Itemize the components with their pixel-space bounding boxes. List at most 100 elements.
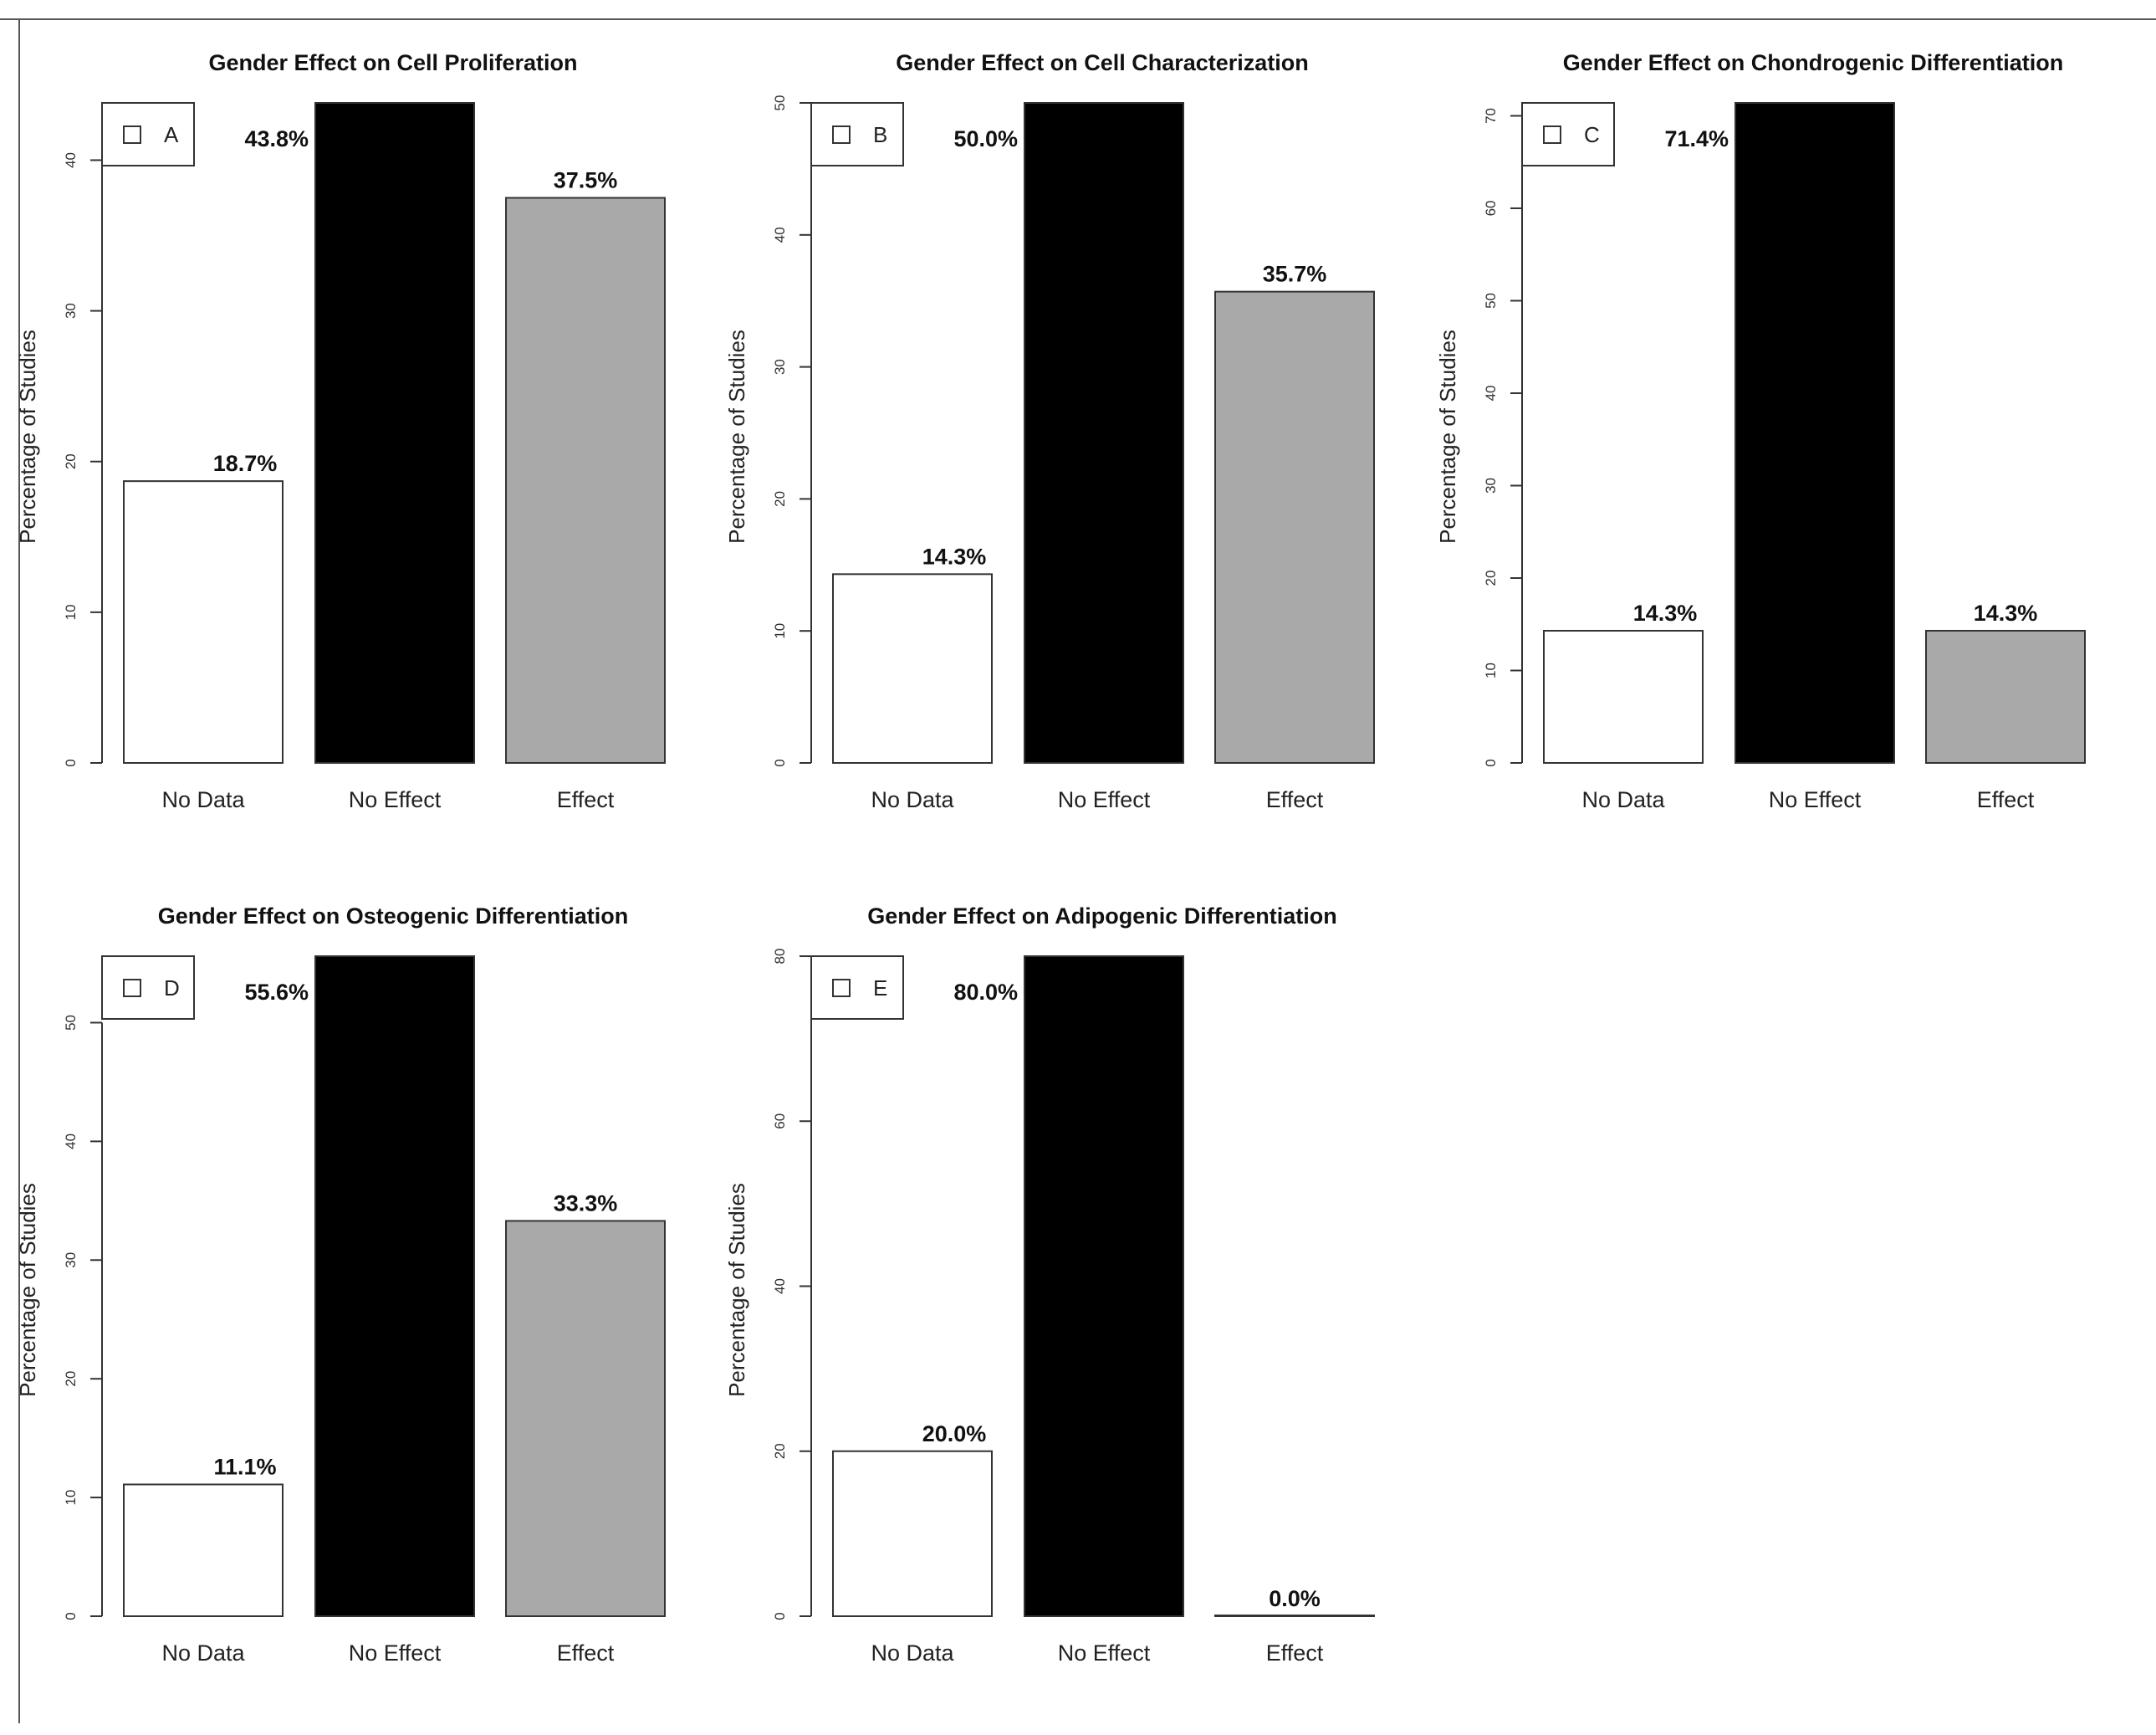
legend-label-a: A <box>164 122 179 147</box>
chart-title-e: Gender Effect on Adipogenic Differentiat… <box>867 903 1337 929</box>
legend-box-b <box>810 102 904 166</box>
x-tick-label-e-0: No Data <box>871 1640 954 1666</box>
y-tick-label-a: 30 <box>63 303 79 319</box>
legend-box-d <box>101 955 195 1020</box>
y-tick-label-b: 40 <box>772 227 788 243</box>
legend-swatch-a <box>123 125 141 144</box>
data-label-b-2: 35.7% <box>1263 262 1327 287</box>
y-tick-label-c: 0 <box>1483 759 1499 766</box>
chart-title-b: Gender Effect on Cell Characterization <box>896 50 1309 75</box>
y-tick-label-d: 20 <box>63 1371 79 1387</box>
y-tick-label-a: 20 <box>63 453 79 469</box>
legend-swatch-e <box>832 979 851 997</box>
y-tick-label-a: 40 <box>63 152 79 168</box>
x-tick-label-e-2: Effect <box>1266 1640 1324 1666</box>
y-tick-label-c: 20 <box>1483 571 1499 586</box>
bar-c-effect <box>1925 629 2086 765</box>
x-tick-label-c-1: No Effect <box>1769 787 1862 812</box>
x-tick-label-e-1: No Effect <box>1058 1640 1151 1666</box>
y-tick-label-b: 0 <box>772 759 788 766</box>
y-tick-label-b: 30 <box>772 359 788 375</box>
data-label-d-1: 55.6% <box>244 980 309 1005</box>
bar-d-no-data <box>123 1483 284 1617</box>
x-tick-label-a-1: No Effect <box>349 787 442 812</box>
legend-label-e: E <box>873 975 887 1001</box>
y-axis-label-e: Percentage of Studies <box>724 1183 749 1397</box>
legend-box-e <box>810 955 904 1020</box>
legend-swatch-c <box>1543 125 1561 144</box>
data-label-c-0: 14.3% <box>1633 601 1698 626</box>
chart-title-c: Gender Effect on Chondrogenic Differenti… <box>1563 50 2064 75</box>
legend-label-d: D <box>164 975 180 1001</box>
x-tick-label-c-0: No Data <box>1581 787 1665 812</box>
y-tick-label-c: 40 <box>1483 386 1499 402</box>
y-tick-label-a: 10 <box>63 604 79 620</box>
y-axis-label-c: Percentage of Studies <box>1435 330 1460 544</box>
x-tick-label-b-2: Effect <box>1266 787 1324 812</box>
bar-c-no-data <box>1543 629 1704 765</box>
data-label-c-1: 71.4% <box>1664 126 1729 151</box>
bar-a-no-data <box>123 480 284 765</box>
y-tick-label-c: 30 <box>1483 478 1499 494</box>
data-label-d-2: 33.3% <box>554 1190 618 1216</box>
y-tick-label-d: 30 <box>63 1252 79 1268</box>
bar-b-no-effect <box>1024 102 1184 764</box>
y-tick-label-a: 0 <box>63 759 79 766</box>
bar-e-no-data <box>832 1450 993 1617</box>
y-tick-label-e: 20 <box>772 1443 788 1459</box>
bar-d-no-effect <box>314 955 475 1617</box>
y-tick-label-c: 70 <box>1483 108 1499 124</box>
bar-e-effect <box>1214 1615 1375 1617</box>
x-tick-label-c-2: Effect <box>1977 787 2035 812</box>
legend-swatch-d <box>123 979 141 997</box>
figure-left-border <box>18 18 20 1723</box>
y-tick-label-d: 50 <box>63 1015 79 1031</box>
x-tick-label-a-2: Effect <box>557 787 615 812</box>
legend-box-c <box>1521 102 1615 166</box>
x-tick-label-b-0: No Data <box>871 787 954 812</box>
legend-swatch-b <box>832 125 851 144</box>
y-tick-label-e: 40 <box>772 1278 788 1294</box>
data-label-a-1: 43.8% <box>244 126 309 151</box>
y-tick-label-e: 60 <box>772 1113 788 1129</box>
y-axis-label-a: Percentage of Studies <box>15 330 40 544</box>
bar-e-no-effect <box>1024 955 1184 1617</box>
y-tick-label-e: 80 <box>772 949 788 965</box>
y-tick-label-b: 50 <box>772 95 788 111</box>
y-tick-label-e: 0 <box>772 1612 788 1620</box>
x-tick-label-d-0: No Data <box>161 1640 245 1666</box>
figure-top-border <box>0 18 2156 20</box>
chart-title-a: Gender Effect on Cell Proliferation <box>208 50 577 75</box>
data-label-c-2: 14.3% <box>1974 601 2038 626</box>
bar-b-effect <box>1214 290 1375 764</box>
data-label-b-1: 50.0% <box>953 126 1018 151</box>
y-tick-label-c: 10 <box>1483 663 1499 678</box>
bar-b-no-data <box>832 573 993 765</box>
bar-a-effect <box>505 197 666 764</box>
y-tick-label-b: 20 <box>772 491 788 507</box>
data-label-d-0: 11.1% <box>213 1454 276 1479</box>
chart-title-d: Gender Effect on Osteogenic Differentiat… <box>158 903 629 929</box>
legend-box-a <box>101 102 195 166</box>
bar-a-no-effect <box>314 102 475 764</box>
y-axis-label-d: Percentage of Studies <box>15 1183 40 1397</box>
bar-d-effect <box>505 1220 666 1617</box>
y-tick-label-b: 10 <box>772 623 788 639</box>
data-label-b-0: 14.3% <box>922 544 987 569</box>
x-tick-label-d-2: Effect <box>557 1640 615 1666</box>
y-tick-label-d: 0 <box>63 1612 79 1620</box>
data-label-e-1: 80.0% <box>953 980 1018 1005</box>
y-tick-label-d: 10 <box>63 1490 79 1506</box>
legend-label-b: B <box>873 122 887 147</box>
legend-label-c: C <box>1584 122 1600 147</box>
y-tick-label-c: 60 <box>1483 201 1499 217</box>
data-label-e-0: 20.0% <box>922 1421 987 1446</box>
x-tick-label-d-1: No Effect <box>349 1640 442 1666</box>
x-tick-label-b-1: No Effect <box>1058 787 1151 812</box>
data-label-a-0: 18.7% <box>213 451 278 476</box>
data-label-a-2: 37.5% <box>554 167 618 192</box>
y-tick-label-c: 50 <box>1483 293 1499 309</box>
x-tick-label-a-0: No Data <box>161 787 245 812</box>
data-label-e-2: 0.0% <box>1269 1586 1321 1611</box>
